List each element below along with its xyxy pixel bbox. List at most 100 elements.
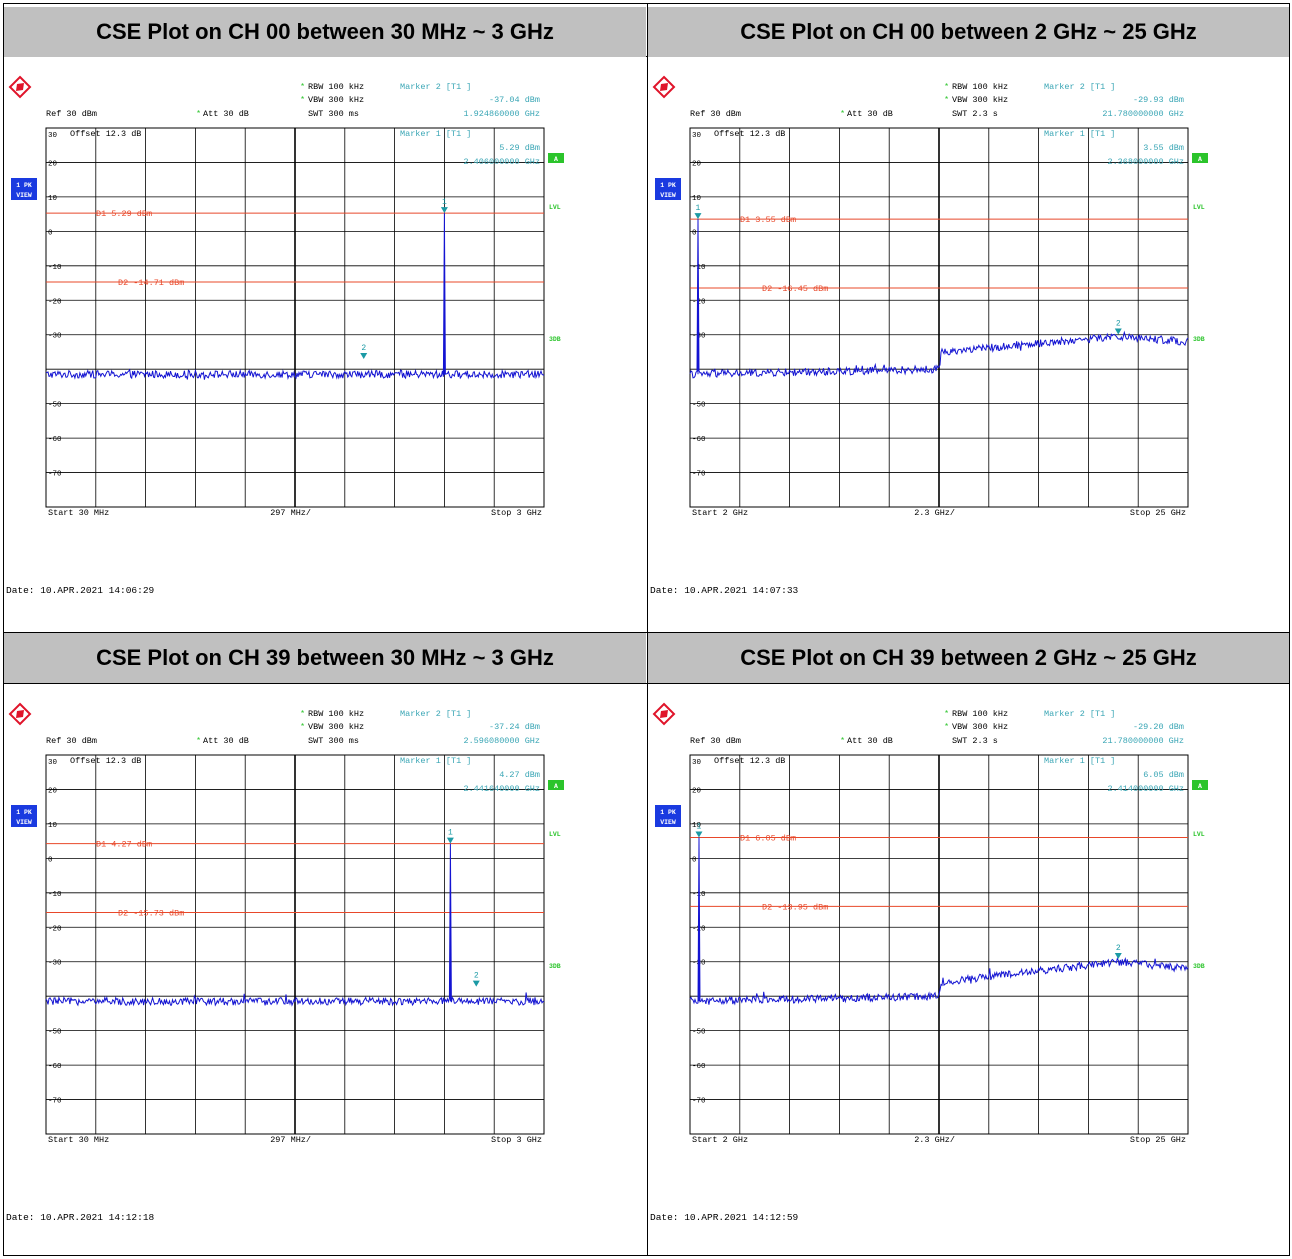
y-tick-label: -10 — [48, 891, 62, 899]
marker1-label: Marker 1 [T1 ] — [1044, 129, 1115, 139]
att-star: * — [196, 109, 201, 119]
rohde-schwarz-logo — [8, 75, 32, 99]
rbw-label: RBW 100 kHz — [308, 82, 364, 92]
y-tick-label: 10 — [48, 195, 58, 203]
display-line-d1-label: D1 6.05 dBm — [740, 834, 796, 844]
rbw-star: * — [300, 82, 305, 92]
trace-badge-view: VIEW — [16, 819, 32, 826]
marker-1-number: 1 — [448, 829, 453, 838]
logo-diamond — [652, 702, 676, 726]
trace-badge — [11, 805, 37, 827]
marker1-freq: 2.441640000 GHz — [463, 784, 540, 794]
rohde-schwarz-logo — [8, 702, 32, 726]
badge-a-label: A — [1198, 783, 1202, 790]
y-tick-label: 30 — [692, 132, 702, 140]
stop-frequency: Stop 25 GHz — [1130, 1135, 1186, 1145]
marker-2-triangle — [472, 980, 480, 987]
y-tick-label: 20 — [48, 160, 58, 168]
start-frequency: Start 30 MHz — [48, 1135, 109, 1145]
vbw-label: VBW 300 kHz — [308, 722, 364, 732]
ref-label: Ref 30 dBm — [690, 736, 741, 746]
y-tick-label: 30 — [692, 759, 702, 767]
swt-label: SWT 300 ms — [308, 109, 359, 119]
vbw-label: VBW 300 kHz — [952, 95, 1008, 105]
trace-badge-pk: 1 PK — [660, 182, 676, 189]
trace-badge-view: VIEW — [16, 192, 32, 199]
y-tick-label: -50 — [692, 402, 706, 410]
y-tick-label: 10 — [692, 822, 702, 830]
marker1-level: 6.05 dBm — [1143, 770, 1184, 780]
rbw-label: RBW 100 kHz — [952, 709, 1008, 719]
marker2-label: Marker 2 [T1 ] — [400, 709, 471, 719]
badge-a — [1192, 780, 1208, 790]
marker2-label: Marker 2 [T1 ] — [1044, 709, 1115, 719]
y-tick-label: -30 — [48, 333, 62, 341]
vbw-label: VBW 300 kHz — [952, 722, 1008, 732]
trace-badge — [655, 805, 681, 827]
vbw-star: * — [300, 722, 305, 732]
y-tick-label: 20 — [692, 787, 702, 795]
logo-diamond — [8, 75, 32, 99]
trace-badge-view: VIEW — [660, 819, 676, 826]
display-line-d2-label: D2 -16.45 dBm — [762, 284, 828, 294]
capture-date: Date: 10.APR.2021 14:12:18 — [6, 1212, 155, 1223]
row-divider — [3, 632, 1290, 633]
stop-frequency: Stop 3 GHz — [491, 508, 542, 518]
ref-label: Ref 30 dBm — [690, 109, 741, 119]
rohde-schwarz-logo — [652, 702, 676, 726]
marker-2-triangle — [1114, 328, 1122, 335]
y-tick-label: -70 — [692, 1098, 706, 1106]
att-star: * — [840, 109, 845, 119]
report-table — [3, 3, 1290, 1256]
panel-title: CSE Plot on CH 39 between 2 GHz ~ 25 GHz — [648, 633, 1289, 683]
y-tick-label: 30 — [48, 759, 58, 767]
marker2-level: -29.93 dBm — [1133, 95, 1184, 105]
offset-label: Offset 12.3 dB — [714, 129, 785, 139]
db3-label: 3DB — [549, 336, 561, 343]
capture-date: Date: 10.APR.2021 14:07:33 — [650, 585, 799, 596]
badge-a-label: A — [1198, 156, 1202, 163]
y-tick-label: -60 — [692, 1063, 706, 1071]
marker-2-number: 2 — [474, 972, 479, 981]
rohde-schwarz-logo — [652, 75, 676, 99]
marker-1-triangle — [446, 837, 454, 844]
y-tick-label: -70 — [48, 1098, 62, 1106]
logo-mark — [660, 710, 668, 718]
vbw-label: VBW 300 kHz — [308, 95, 364, 105]
y-tick-label: -70 — [48, 471, 62, 479]
y-tick-label: -30 — [48, 960, 62, 968]
swt-label: SWT 2.3 s — [952, 736, 998, 746]
badge-a — [548, 153, 564, 163]
row-divider — [3, 56, 1290, 57]
y-tick-label: -60 — [692, 436, 706, 444]
span-per-division: 2.3 GHz/ — [914, 508, 955, 518]
y-tick-label: 0 — [692, 856, 697, 864]
swt-label: SWT 300 ms — [308, 736, 359, 746]
lvl-label: LVL — [1193, 204, 1205, 211]
panel-title: CSE Plot on CH 39 between 30 MHz ~ 3 GHz — [4, 633, 646, 683]
y-tick-label: 30 — [48, 132, 58, 140]
badge-a-label: A — [554, 783, 558, 790]
marker-1-number: 1 — [442, 198, 447, 207]
marker2-label: Marker 2 [T1 ] — [400, 82, 471, 92]
y-tick-label: 20 — [692, 160, 702, 168]
db3-label: 3DB — [1193, 336, 1205, 343]
display-line-d2-label: D2 -14.71 dBm — [118, 278, 184, 288]
display-line-d1-label: D1 4.27 dBm — [96, 840, 152, 850]
marker-1-number: 1 — [696, 204, 701, 213]
att-label: Att 30 dB — [847, 109, 893, 119]
y-tick-label: -20 — [48, 298, 62, 306]
span-per-division: 297 MHz/ — [270, 508, 311, 518]
marker2-freq: 21.780000000 GHz — [1102, 736, 1184, 746]
marker2-level: -29.20 dBm — [1133, 722, 1184, 732]
start-frequency: Start 2 GHz — [692, 1135, 748, 1145]
marker2-freq: 1.924860000 GHz — [463, 109, 540, 119]
y-tick-label: 0 — [692, 229, 697, 237]
start-frequency: Start 30 MHz — [48, 508, 109, 518]
offset-label: Offset 12.3 dB — [714, 756, 785, 766]
marker1-level: 4.27 dBm — [499, 770, 540, 780]
trace-badge — [655, 178, 681, 200]
vbw-star: * — [300, 95, 305, 105]
panel-title: CSE Plot on CH 00 between 2 GHz ~ 25 GHz — [648, 7, 1289, 57]
